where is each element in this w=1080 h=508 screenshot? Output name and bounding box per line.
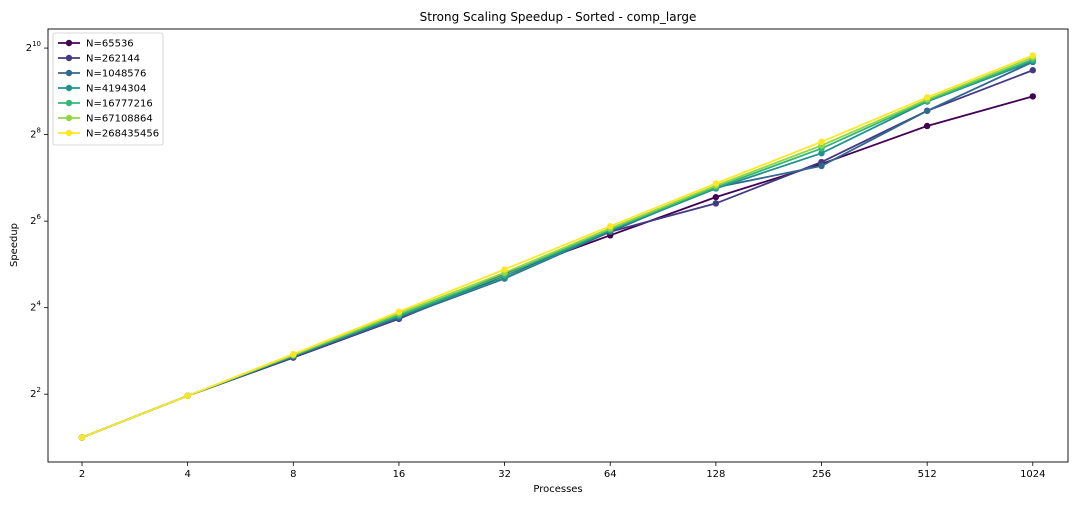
series-point (184, 392, 191, 399)
legend-label: N=262144 (86, 54, 140, 65)
x-tick-label: 128 (706, 469, 725, 480)
legend-label: N=268435456 (86, 129, 159, 140)
x-tick-label: 64 (604, 469, 617, 480)
chart-title: Strong Scaling Speedup - Sorted - comp_l… (420, 10, 697, 24)
plot-area (78, 52, 1037, 441)
y-tick-base: 2 (30, 389, 36, 400)
x-tick-label: 256 (812, 469, 831, 480)
series-point (712, 180, 720, 187)
x-tick-label: 16 (393, 469, 406, 480)
x-axis: 2 4 8 16 32 64 128 256 512 1024 (79, 462, 1046, 480)
series-point (607, 223, 614, 230)
legend: N=65536 N=262144 N=1048576 N=4194304 N=16777… (52, 32, 164, 146)
x-axis-label: Processes (533, 484, 582, 495)
legend-label: N=16777216 (86, 99, 153, 110)
x-tick-label: 8 (290, 469, 296, 480)
legend-marker (65, 69, 73, 77)
legend-label: N=4194304 (86, 84, 146, 95)
legend-item: N=262144 (58, 54, 140, 65)
series-point (78, 434, 86, 441)
series-n-268435456 (78, 52, 1037, 441)
series-point (923, 107, 931, 114)
series-point (923, 122, 931, 130)
series-point (818, 138, 825, 146)
x-tick-label: 2 (79, 469, 85, 480)
series-point (712, 193, 720, 201)
x-tick-label: 512 (918, 469, 937, 480)
legend-marker (65, 54, 73, 62)
x-tick-label: 1024 (1020, 469, 1045, 480)
legend-marker (65, 99, 73, 107)
y-tick-label: 22 (30, 386, 41, 400)
y-axis-label: Speedup (9, 223, 20, 267)
legend-item: N=1048576 (58, 69, 146, 80)
series-point (290, 350, 297, 358)
y-tick-label: 24 (30, 300, 41, 314)
legend-item: N=4194304 (58, 84, 146, 95)
series-point (1029, 67, 1037, 74)
legend-label: N=67108864 (86, 114, 153, 125)
legend-marker (65, 84, 73, 92)
y-tick-base: 2 (30, 130, 36, 141)
y-tick-label: 210 (26, 40, 41, 54)
y-tick-exponent: 4 (37, 300, 42, 308)
x-tick-label: 32 (498, 469, 511, 480)
series-point (1029, 93, 1037, 100)
y-tick-exponent: 6 (37, 213, 42, 221)
legend-marker (65, 129, 73, 137)
y-tick-base: 2 (30, 303, 36, 314)
y-tick-label: 26 (30, 213, 41, 227)
legend-marker (65, 39, 73, 47)
y-tick-label: 28 (30, 127, 41, 141)
series-point (395, 308, 403, 315)
series-point (501, 266, 508, 273)
x-tick-label: 4 (184, 469, 190, 480)
series-line (81, 54, 1034, 439)
legend-item: N=67108864 (58, 114, 153, 125)
y-tick-base: 2 (26, 43, 32, 54)
series-point (1029, 52, 1037, 59)
plot-frame (47, 28, 1069, 463)
legend-item: N=65536 (58, 39, 134, 50)
y-tick-exponent: 8 (37, 127, 41, 135)
series-point (923, 94, 931, 101)
series-point (818, 162, 825, 170)
y-tick-exponent: 10 (32, 40, 41, 48)
legend-marker (65, 114, 73, 122)
legend-item: N=268435456 (58, 129, 159, 140)
series-point (818, 150, 825, 157)
y-tick-base: 2 (30, 216, 36, 227)
legend-label: N=65536 (86, 39, 134, 50)
series-point (712, 200, 720, 207)
legend-box (52, 32, 164, 146)
legend-item: N=16777216 (58, 99, 153, 110)
y-tick-exponent: 2 (37, 386, 41, 394)
legend-label: N=1048576 (86, 69, 146, 80)
